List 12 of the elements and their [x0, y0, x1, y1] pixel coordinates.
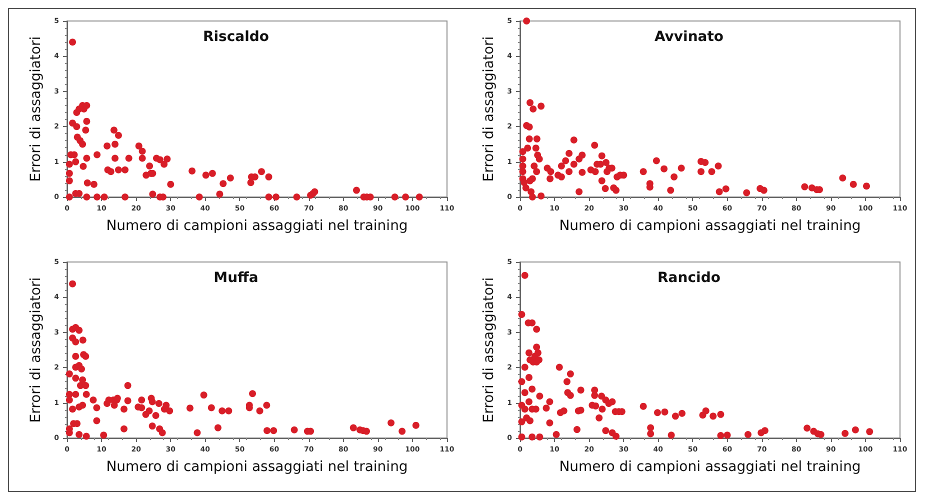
y-axis-title: Errori di assaggiatori	[28, 276, 44, 422]
text: Riscaldo	[202, 28, 269, 44]
y-axis-title: Errori di assaggiatori	[480, 36, 497, 182]
x-axis-title: Numero di campioni assaggiati nel training	[558, 458, 860, 474]
y-axis-title: Errori di assaggiatori	[480, 276, 497, 422]
x-axis-title: Numero di campioni assaggiati nel training	[106, 458, 408, 474]
x-axis-title: Numero di campioni assaggiati nel training	[558, 218, 860, 234]
x-axis-title: Numero di campioni assaggiati nel training	[106, 218, 408, 234]
text: Avvinato	[654, 28, 724, 44]
text: Muffa	[213, 270, 258, 286]
text: Rancido	[657, 270, 720, 286]
y-axis-title: Errori di assaggiatori	[28, 36, 44, 182]
